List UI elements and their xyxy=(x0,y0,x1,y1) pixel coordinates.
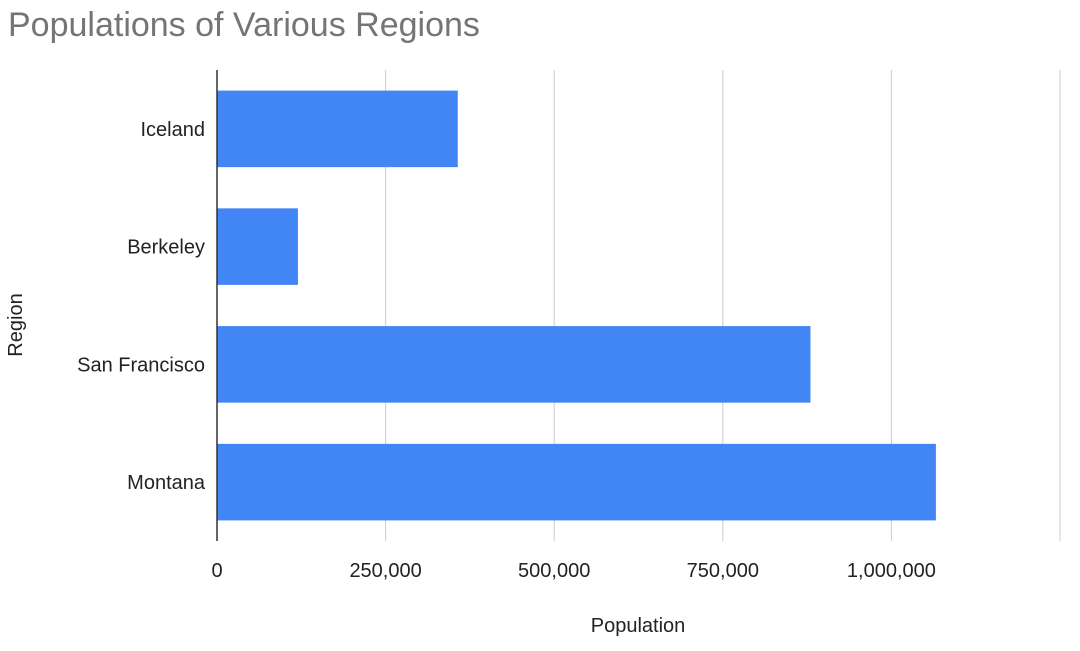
y-tick-label: Iceland xyxy=(141,119,206,141)
bar-montana xyxy=(217,443,936,521)
tick-labels: 0 250,000 500,000 750,000 1,000,000 Iceland Be… xyxy=(77,119,936,582)
x-tick-label: 0 xyxy=(211,560,222,582)
bar-san-francisco xyxy=(217,326,811,403)
bar-iceland xyxy=(217,90,458,168)
x-axis-title: Population xyxy=(591,615,686,637)
x-tick-label: 1,000,000 xyxy=(847,560,936,582)
y-tick-label: Montana xyxy=(127,472,206,494)
y-tick-label: Berkeley xyxy=(127,237,205,259)
y-axis-title: Region xyxy=(5,293,27,356)
bars xyxy=(217,90,936,521)
y-tick-label: San Francisco xyxy=(77,354,205,376)
bar-berkeley xyxy=(217,208,298,285)
chart-title: Populations of Various Regions xyxy=(8,6,480,44)
x-tick-label: 750,000 xyxy=(687,560,759,582)
x-tick-label: 250,000 xyxy=(349,560,421,582)
x-tick-label: 500,000 xyxy=(518,560,590,582)
